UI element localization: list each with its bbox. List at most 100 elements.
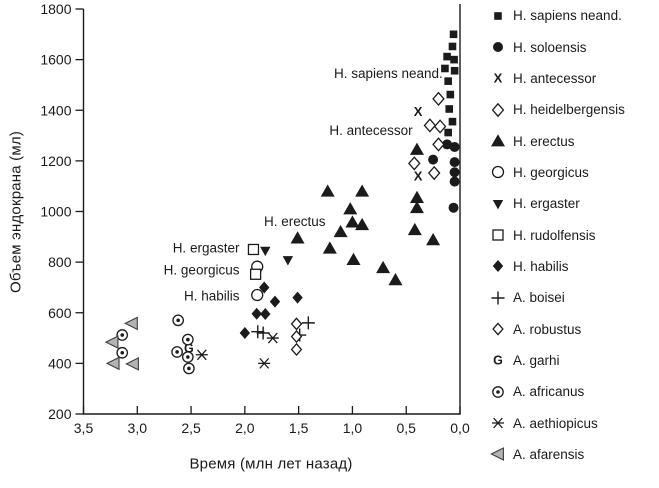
legend-item-h-soloensis: H. soloensis	[487, 31, 659, 62]
legend-label: A. africanus	[513, 384, 585, 400]
data-point-h-habilis	[259, 281, 270, 294]
asterisk-icon	[492, 417, 504, 429]
data-point-h-erectus	[346, 252, 361, 265]
data-point-a-afarensis	[104, 335, 119, 350]
y-tick-label: 800	[48, 254, 72, 270]
data-point-h-rudolfensis	[249, 268, 262, 280]
series-h-soloensis	[428, 139, 460, 213]
series-a-boisei	[251, 316, 315, 342]
data-point-h-antecessor: X	[414, 169, 423, 184]
data-point-h-soloensis	[448, 202, 459, 213]
data-point-h-sapiens-neand	[450, 66, 459, 75]
legend-label: A. robustus	[513, 321, 582, 337]
square-filled-icon	[494, 11, 502, 20]
legend-label: H. rudolfensis	[513, 227, 596, 243]
y-tick-label: 1600	[40, 52, 71, 68]
y-tick-label: 1800	[40, 1, 71, 17]
triangle-down-icon	[492, 199, 504, 210]
legend: H. sapiens neand. H. soloensis X H. anteces…	[487, 0, 659, 488]
annotation-h-ergaster: H. ergaster	[173, 241, 240, 256]
annotation-h-erectus: H. erectus	[264, 214, 326, 229]
data-point-h-erectus	[409, 142, 424, 155]
legend-label: H. georgicus	[513, 164, 589, 180]
data-point-h-soloensis	[449, 167, 460, 178]
annotation-h-habilis: H. habilis	[184, 288, 240, 303]
series-h-rudolfensis	[247, 243, 262, 280]
data-point-h-sapiens-neand	[450, 55, 458, 64]
legend-item-h-erectus: H. erectus	[487, 125, 659, 156]
data-point-a-aethiopicus	[258, 357, 271, 369]
data-point-h-habilis	[251, 307, 262, 320]
series-a-robustus	[290, 317, 303, 357]
legend-label: H. antecessor	[513, 70, 597, 86]
svg-text:G: G	[493, 354, 503, 368]
data-point-a-boisei	[256, 326, 270, 340]
x-tick-label: 2,5	[181, 420, 201, 436]
data-point-a-boisei	[301, 316, 315, 330]
legend-label: A. garhi	[513, 352, 560, 368]
data-point-h-soloensis	[428, 154, 439, 165]
data-point-h-sapiens-neand	[448, 117, 457, 126]
series-h-erectus	[290, 142, 441, 286]
legend-item-h-georgicus: H. georgicus	[487, 157, 659, 188]
legend-item-a-africanus: A. africanus	[487, 376, 659, 407]
data-point-h-ergaster	[282, 256, 294, 266]
annotation-h-georgicus: H. georgicus	[164, 262, 240, 277]
series-h-heidelbergensis	[408, 91, 447, 181]
x-tick-label: 0,5	[396, 420, 416, 436]
data-point-h-erectus	[376, 260, 391, 274]
data-point-h-soloensis	[449, 176, 460, 187]
y-tick-label: 400	[48, 355, 72, 371]
data-point-a-africanus	[116, 346, 129, 359]
legend-label: H. ergaster	[513, 196, 580, 212]
data-point-h-erectus	[409, 190, 424, 203]
legend-item-a-afarensis: A. afarensis	[487, 439, 659, 470]
diamond-open-small-icon	[492, 322, 504, 336]
legend-item-h-habilis: H. habilis	[487, 251, 659, 282]
data-point-h-sapiens-neand	[443, 52, 451, 61]
data-point-a-afarensis	[124, 316, 138, 331]
series-h-antecessor: XX	[414, 104, 423, 184]
data-point-h-erectus	[355, 217, 370, 231]
x-tick-label: 0,0	[450, 420, 470, 436]
data-point-h-sapiens-neand	[449, 30, 458, 39]
legend-item-a-robustus: A. robustus	[487, 313, 659, 344]
data-point-h-erectus	[320, 184, 335, 197]
data-point-a-robustus	[290, 317, 303, 331]
legend-label: H. heidelbergensis	[513, 102, 625, 118]
y-tick-label: 1400	[40, 102, 71, 118]
annotation-h-sapiens-neand: H. sapiens neand.	[334, 66, 443, 81]
data-point-h-habilis	[239, 327, 251, 339]
plus-icon	[491, 291, 505, 305]
data-point-a-garhi: G	[184, 342, 194, 356]
data-point-h-erectus	[426, 233, 441, 246]
data-point-h-georgicus	[251, 288, 264, 302]
data-point-h-erectus	[333, 224, 348, 238]
legend-label: H. erectus	[513, 133, 575, 149]
data-point-a-robustus	[290, 329, 303, 344]
data-point-h-habilis	[260, 308, 271, 321]
data-point-h-erectus	[409, 200, 424, 214]
series-a-garhi: G	[184, 342, 194, 356]
data-point-a-africanus	[183, 362, 195, 375]
data-point-h-erectus	[345, 215, 360, 228]
y-axis-title: Объем эндокрана (мл)	[7, 130, 25, 294]
x-glyph-icon: X	[494, 71, 503, 86]
data-point-a-aethiopicus	[195, 349, 208, 361]
data-point-a-africanus	[171, 346, 183, 358]
legend-item-h-heidelbergensis: H. heidelbergensis	[487, 94, 659, 125]
legend-item-a-boisei: A. boisei	[487, 282, 659, 313]
series-a-afarensis	[104, 316, 139, 371]
circled-dot-icon	[492, 385, 504, 398]
y-tick-label: 200	[48, 406, 72, 422]
x-tick-label: 3,5	[74, 420, 94, 436]
triangle-left-icon	[490, 447, 504, 462]
y-tick-label: 1000	[40, 204, 71, 220]
data-point-h-sapiens-neand	[441, 64, 449, 73]
data-point-h-sapiens-neand	[444, 77, 452, 85]
data-point-h-heidelbergensis	[432, 91, 445, 107]
legend-item-a-garhi: G A. garhi	[487, 345, 659, 376]
x-tick-label: 2,0	[235, 420, 255, 436]
